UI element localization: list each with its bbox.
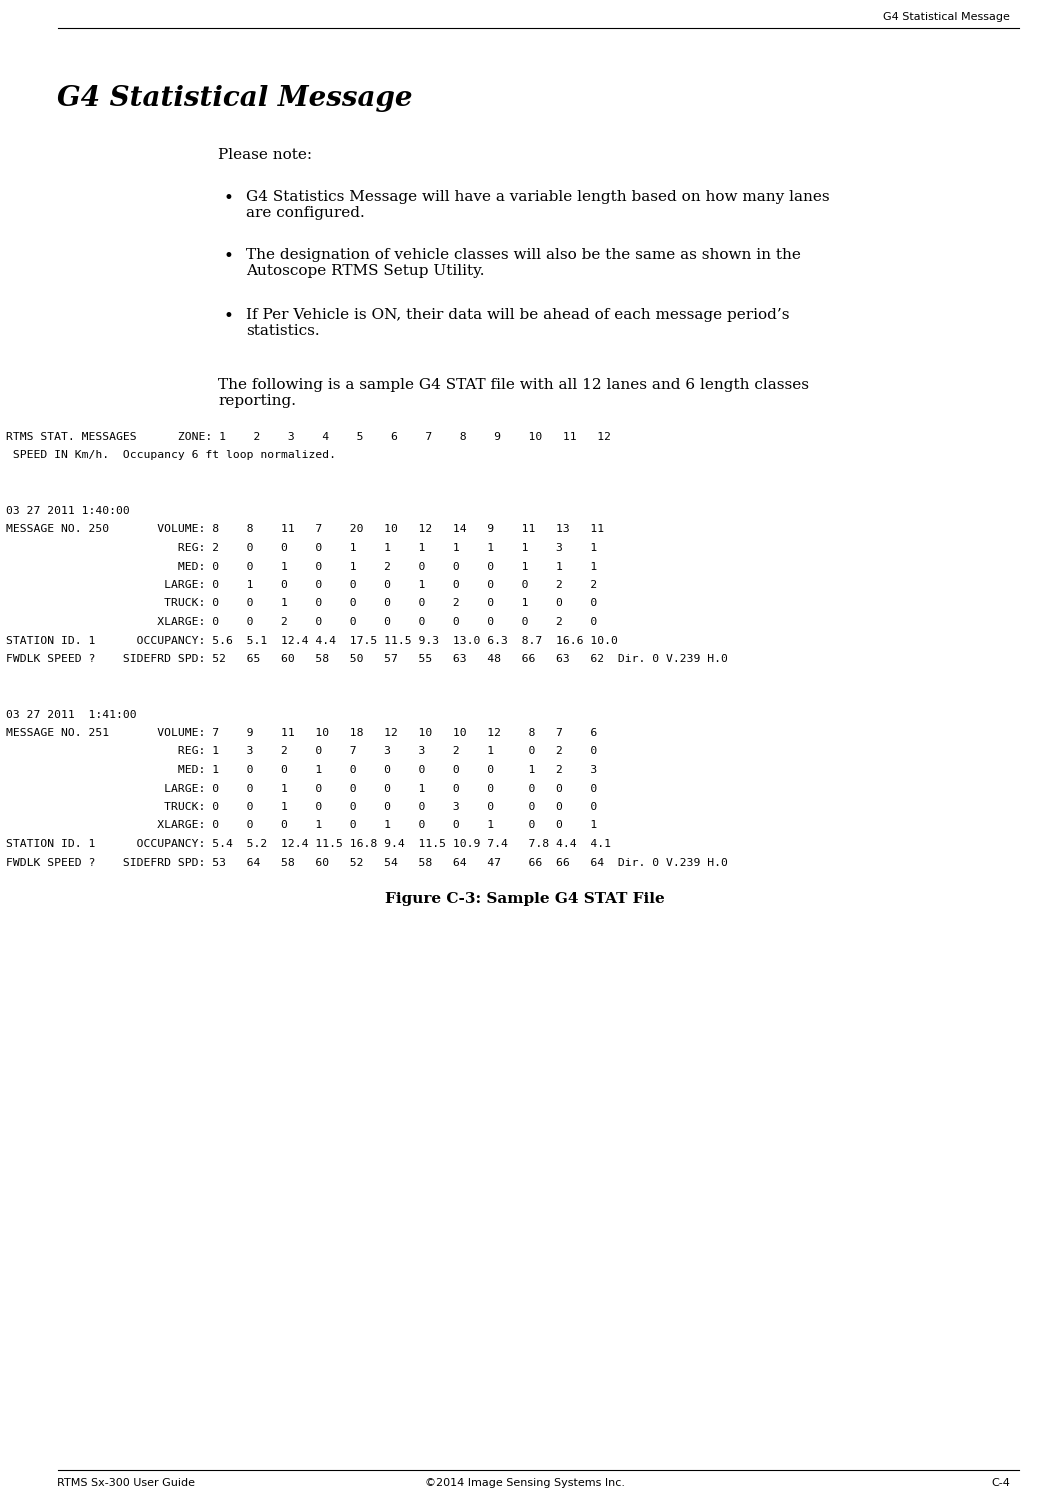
Text: ©2014 Image Sensing Systems Inc.: ©2014 Image Sensing Systems Inc. [425, 1478, 625, 1488]
Text: XLARGE: 0    0    0    1    0    1    0    0    1     0   0    1: XLARGE: 0 0 0 1 0 1 0 0 1 0 0 1 [6, 820, 597, 831]
Text: Please note:: Please note: [218, 149, 312, 162]
Text: The designation of vehicle classes will also be the same as shown in the
Autosco: The designation of vehicle classes will … [246, 248, 801, 278]
Text: •: • [224, 189, 234, 207]
Text: G4 Statistical Message: G4 Statistical Message [57, 86, 413, 113]
Text: The following is a sample G4 STAT file with all 12 lanes and 6 length classes
re: The following is a sample G4 STAT file w… [218, 379, 808, 409]
Text: TRUCK: 0    0    1    0    0    0    0    3    0     0   0    0: TRUCK: 0 0 1 0 0 0 0 3 0 0 0 0 [6, 802, 597, 813]
Text: MESSAGE NO. 250       VOLUME: 8    8    11   7    20   10   12   14   9    11   : MESSAGE NO. 250 VOLUME: 8 8 11 7 20 10 1… [6, 524, 604, 535]
Text: •: • [224, 308, 234, 324]
Text: FWDLK SPEED ?    SIDEFRD SPD: 53   64   58   60   52   54   58   64   47    66  : FWDLK SPEED ? SIDEFRD SPD: 53 64 58 60 5… [6, 858, 728, 868]
Text: STATION ID. 1      OCCUPANCY: 5.4  5.2  12.4 11.5 16.8 9.4  11.5 10.9 7.4   7.8 : STATION ID. 1 OCCUPANCY: 5.4 5.2 12.4 11… [6, 840, 611, 849]
Text: REG: 2    0    0    0    1    1    1    1    1    1    3    1: REG: 2 0 0 0 1 1 1 1 1 1 3 1 [6, 544, 597, 553]
Text: MED: 0    0    1    0    1    2    0    0    0    1    1    1: MED: 0 0 1 0 1 2 0 0 0 1 1 1 [6, 562, 597, 571]
Text: MESSAGE NO. 251       VOLUME: 7    9    11   10   18   12   10   10   12    8   : MESSAGE NO. 251 VOLUME: 7 9 11 10 18 12 … [6, 728, 597, 737]
Text: Figure C-3: Sample G4 STAT File: Figure C-3: Sample G4 STAT File [385, 892, 665, 906]
Text: FWDLK SPEED ?    SIDEFRD SPD: 52   65   60   58   50   57   55   63   48   66   : FWDLK SPEED ? SIDEFRD SPD: 52 65 60 58 5… [6, 653, 728, 664]
Text: 03 27 2011 1:40:00: 03 27 2011 1:40:00 [6, 506, 130, 517]
Text: LARGE: 0    0    1    0    0    0    1    0    0     0   0    0: LARGE: 0 0 1 0 0 0 1 0 0 0 0 0 [6, 784, 597, 793]
Text: XLARGE: 0    0    2    0    0    0    0    0    0    0    2    0: XLARGE: 0 0 2 0 0 0 0 0 0 0 2 0 [6, 617, 597, 626]
Text: If Per Vehicle is ON, their data will be ahead of each message period’s
statisti: If Per Vehicle is ON, their data will be… [246, 308, 790, 338]
Text: REG: 1    3    2    0    7    3    3    2    1     0   2    0: REG: 1 3 2 0 7 3 3 2 1 0 2 0 [6, 746, 597, 757]
Text: G4 Statistical Message: G4 Statistical Message [883, 12, 1010, 23]
Text: MED: 1    0    0    1    0    0    0    0    0     1   2    3: MED: 1 0 0 1 0 0 0 0 0 1 2 3 [6, 765, 597, 775]
Text: 03 27 2011  1:41:00: 03 27 2011 1:41:00 [6, 709, 136, 719]
Text: LARGE: 0    1    0    0    0    0    1    0    0    0    2    2: LARGE: 0 1 0 0 0 0 1 0 0 0 2 2 [6, 580, 597, 590]
Text: G4 Statistics Message will have a variable length based on how many lanes
are co: G4 Statistics Message will have a variab… [246, 189, 830, 221]
Text: RTMS STAT. MESSAGES      ZONE: 1    2    3    4    5    6    7    8    9    10  : RTMS STAT. MESSAGES ZONE: 1 2 3 4 5 6 7 … [6, 433, 611, 442]
Text: •: • [224, 248, 234, 264]
Text: C-4: C-4 [991, 1478, 1010, 1488]
Text: RTMS Sx-300 User Guide: RTMS Sx-300 User Guide [57, 1478, 195, 1488]
Text: TRUCK: 0    0    1    0    0    0    0    2    0    1    0    0: TRUCK: 0 0 1 0 0 0 0 2 0 1 0 0 [6, 598, 597, 608]
Text: SPEED IN Km/h.  Occupancy 6 ft loop normalized.: SPEED IN Km/h. Occupancy 6 ft loop norma… [6, 451, 336, 461]
Text: STATION ID. 1      OCCUPANCY: 5.6  5.1  12.4 4.4  17.5 11.5 9.3  13.0 6.3  8.7  : STATION ID. 1 OCCUPANCY: 5.6 5.1 12.4 4.… [6, 635, 617, 646]
